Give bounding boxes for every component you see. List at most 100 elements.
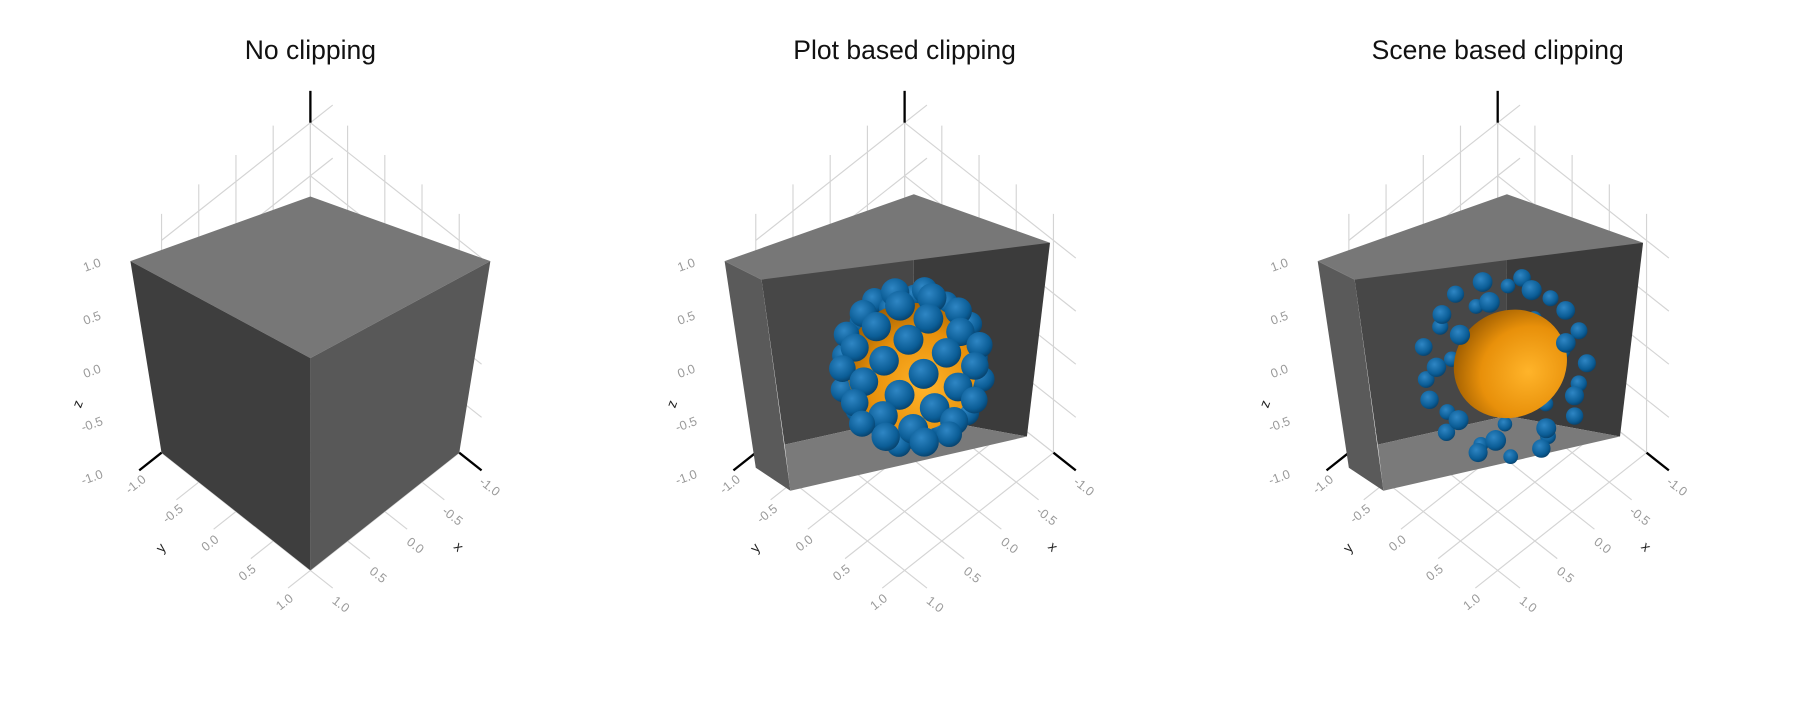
blue-sphere [871, 422, 900, 452]
blue-sphere [849, 410, 876, 437]
y-tick-label: 0.0 [199, 532, 222, 554]
panel-title: No clipping [245, 35, 376, 65]
blue-sphere [1536, 418, 1557, 439]
z-tick-label: -1.0 [79, 467, 104, 488]
y-tick-label: -1.0 [123, 472, 149, 496]
axis-spine [1645, 451, 1670, 472]
blue-sphere [884, 379, 915, 410]
blue-sphere [1521, 280, 1542, 301]
z-tick-label: -1.0 [674, 467, 699, 488]
grid-line [1475, 452, 1647, 589]
z-tick-label: 0.5 [1269, 309, 1290, 328]
z-axis-label: z [1256, 398, 1273, 410]
blue-sphere [908, 358, 939, 389]
x-tick-label: -0.5 [1034, 504, 1060, 528]
blue-sphere [861, 312, 891, 342]
blue-sphere [913, 303, 944, 334]
x-tick-label: 0.0 [404, 535, 427, 557]
x-axis-label: x [451, 538, 467, 554]
blue-sphere [1437, 423, 1456, 441]
blue-sphere [869, 345, 899, 376]
y-tick-label: 1.0 [1461, 591, 1484, 613]
axis-spine [458, 451, 483, 472]
blue-sphere [868, 401, 898, 431]
panel: No clipping -1.0 -1.0 -1.0 -0.5 -0.5 -0.5 0.0 0.… [68, 35, 502, 615]
blue-sphere [1420, 390, 1439, 410]
cube-face [724, 261, 791, 491]
y-tick-label: -1.0 [1310, 472, 1336, 496]
blue-sphere [1468, 443, 1488, 463]
y-axis-label: y [1339, 540, 1356, 556]
z-tick-label: -0.5 [1267, 414, 1292, 435]
blue-sphere [931, 338, 962, 368]
blue-sphere [1556, 333, 1576, 353]
x-tick-label: 0.0 [1591, 535, 1614, 557]
blue-sphere [1556, 301, 1576, 320]
y-tick-label: 0.0 [1386, 532, 1409, 554]
z-axis-label: z [68, 398, 85, 410]
y-tick-label: -0.5 [160, 502, 186, 526]
orange-sphere [1453, 309, 1567, 419]
blue-sphere [1577, 354, 1596, 373]
axis-spine [1325, 451, 1350, 472]
grid-line [881, 452, 1054, 589]
z-tick-label: 1.0 [676, 256, 697, 275]
blue-sphere [966, 331, 993, 359]
blue-sphere [1426, 357, 1447, 378]
blue-sphere [1485, 430, 1507, 451]
blue-sphere [1565, 407, 1584, 425]
blue-sphere [1449, 324, 1471, 345]
blue-sphere [1446, 285, 1465, 303]
x-axis-label: x [1045, 538, 1061, 554]
y-tick-label: -0.5 [754, 502, 780, 526]
z-tick-label: 1.0 [1269, 256, 1290, 275]
z-tick-label: 0.5 [676, 309, 697, 328]
y-tick-label: 1.0 [273, 591, 296, 613]
panel: Scene based clipping -1.0 -1.0 -1.0 -0.5 -0.5… [1256, 35, 1690, 615]
blue-sphere [1417, 371, 1435, 388]
blue-sphere [1500, 278, 1516, 294]
y-tick-label: -0.5 [1347, 502, 1373, 526]
y-tick-label: 0.5 [236, 562, 259, 584]
x-tick-label: -1.0 [477, 475, 503, 499]
cube-face [1317, 261, 1384, 491]
x-tick-label: 1.0 [924, 594, 947, 616]
cube-top [724, 194, 1050, 280]
x-tick-label: -0.5 [1627, 504, 1653, 528]
z-tick-label: 0.5 [81, 309, 102, 328]
blue-sphere [893, 324, 924, 355]
blue-sphere [849, 367, 879, 397]
panel: Plot based clipping -1.0 -1.0 -1.0 -0.5 -0.5 -… [663, 35, 1097, 615]
blue-sphere [840, 333, 869, 362]
cube-top [130, 196, 491, 359]
blue-sphere [936, 421, 963, 448]
grid-line [844, 422, 1017, 560]
cube-right [310, 261, 491, 571]
blue-sphere [829, 355, 856, 382]
axis-spine [138, 451, 163, 472]
blue-sphere [1414, 338, 1433, 356]
blue-sphere [1497, 416, 1513, 432]
blue-sphere [1472, 272, 1493, 292]
panel-title: Plot based clipping [793, 35, 1016, 65]
x-tick-label: 0.0 [998, 535, 1021, 557]
z-tick-label: 0.0 [1269, 362, 1290, 381]
blue-sphere [961, 352, 989, 380]
z-tick-label: 1.0 [81, 256, 102, 275]
grid-line [755, 104, 928, 241]
blue-sphere [1432, 305, 1452, 324]
blue-sphere [1532, 439, 1551, 458]
y-tick-label: 1.0 [868, 591, 891, 613]
blue-sphere [840, 388, 869, 417]
axis-spine [732, 451, 757, 472]
blue-sphere [885, 290, 915, 321]
y-tick-label: 0.0 [793, 532, 816, 554]
x-tick-label: 1.0 [330, 594, 353, 616]
x-tick-label: 0.5 [1554, 564, 1577, 586]
z-tick-label: -1.0 [1267, 467, 1292, 488]
grid-line [1497, 122, 1670, 259]
y-axis-label: y [746, 540, 763, 556]
axis-spine [1052, 451, 1077, 472]
grid-line [904, 122, 1077, 259]
